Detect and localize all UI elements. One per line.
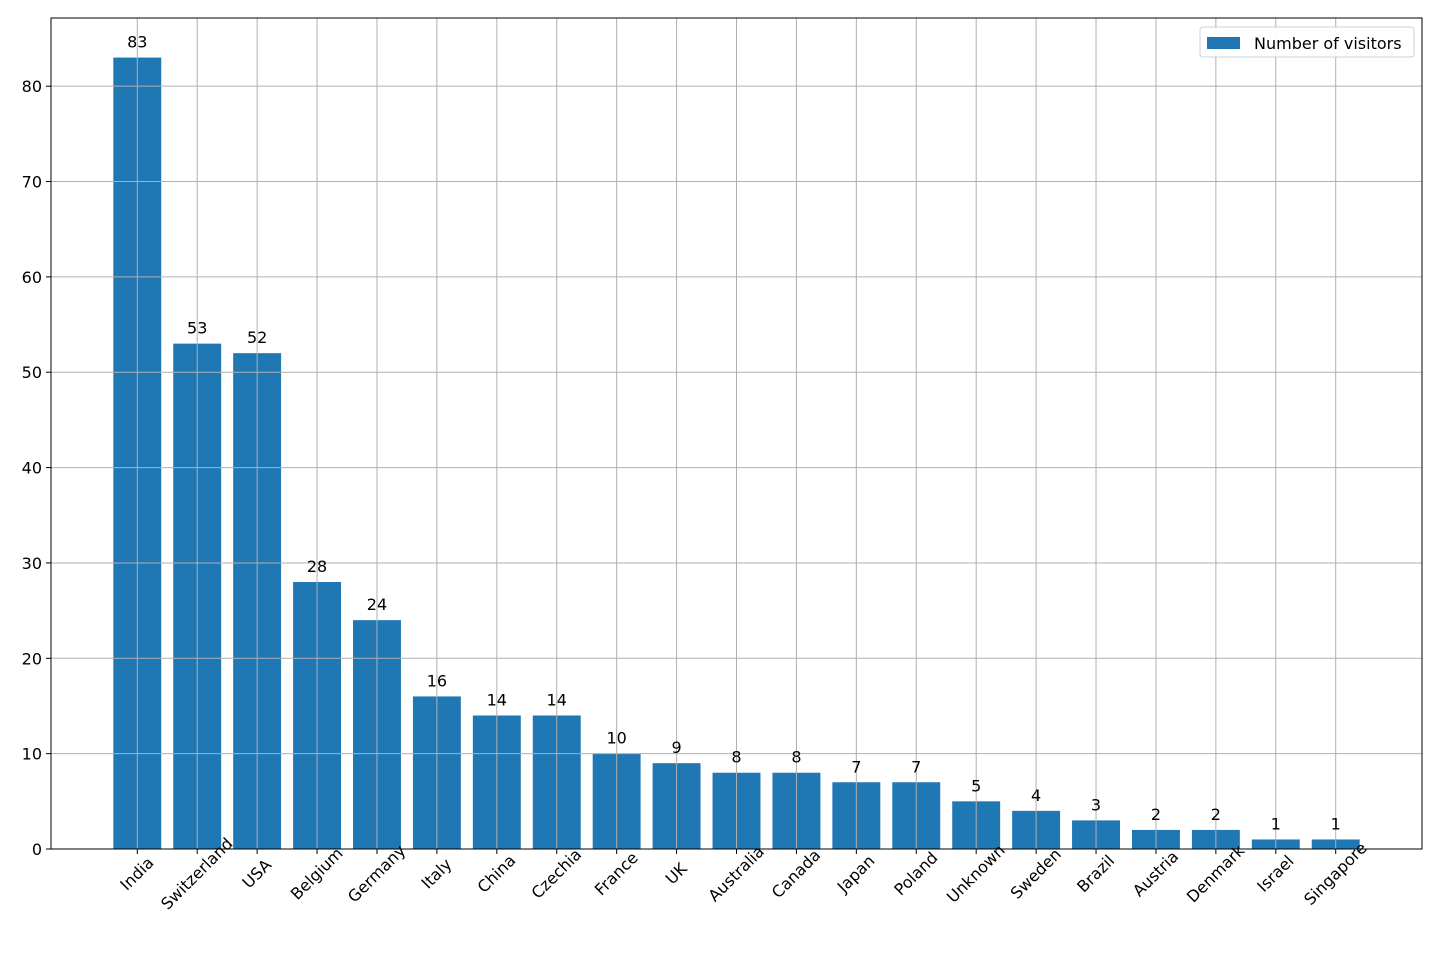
x-tick-label: India [116,853,157,894]
value-label: 8 [791,748,801,767]
value-label: 5 [971,776,981,795]
x-tick-label: Austria [1129,847,1182,900]
grid [51,18,1422,850]
x-tick-label: UK [662,859,691,888]
y-tick-label: 40 [22,459,42,478]
legend-label: Number of visitors [1254,34,1402,53]
legend-swatch [1207,37,1240,49]
value-label: 14 [487,691,507,710]
value-label: 8 [731,748,741,767]
value-label: 7 [851,757,861,776]
y-tick-label: 10 [22,745,42,764]
x-tick-label: USA [238,855,275,892]
value-label: 53 [187,319,207,338]
value-label: 7 [911,757,921,776]
value-label: 9 [671,738,681,757]
y-tick-label: 30 [22,554,42,573]
x-tick-label: Japan [833,851,879,897]
y-tick-label: 50 [22,363,42,382]
legend: Number of visitors [1199,26,1415,58]
value-label: 1 [1271,814,1281,833]
value-label: 10 [606,729,626,748]
value-label: 83 [127,33,147,52]
y-tick-label: 20 [22,649,42,668]
y-tick-label: 0 [32,840,42,859]
x-tick-label: Poland [890,848,941,899]
value-label: 4 [1031,786,1041,805]
value-label: 16 [427,671,447,690]
value-label: 28 [307,557,327,576]
value-label: 2 [1211,805,1221,824]
value-label: 14 [547,691,567,710]
x-tick-label: Israel [1253,851,1297,895]
plot-frame [50,17,1423,850]
value-label: 52 [247,328,267,347]
y-tick-label: 70 [22,173,42,192]
x-tick-label: France [591,848,642,899]
x-tick-label: Italy [418,855,456,893]
value-label: 3 [1091,795,1101,814]
value-label: 2 [1151,805,1161,824]
y-tick-label: 60 [22,268,42,287]
x-tick-label: Brazil [1073,851,1118,896]
value-label: 1 [1331,814,1341,833]
x-tick-label: China [474,851,520,897]
legend-box [1199,26,1415,58]
value-label: 24 [367,595,387,614]
y-tick-label: 80 [22,77,42,96]
